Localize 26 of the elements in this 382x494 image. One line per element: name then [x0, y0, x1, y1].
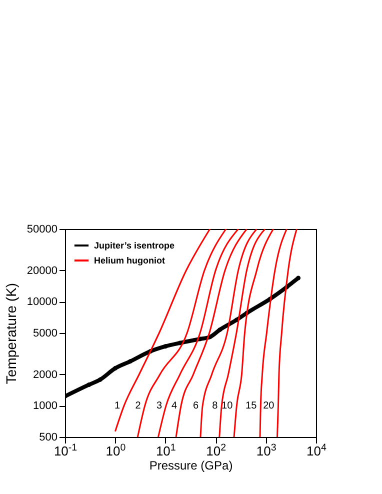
- y-tick-label: 50000: [26, 224, 58, 236]
- x-axis-title: Pressure (GPa): [149, 458, 233, 472]
- annotation: 10: [222, 400, 234, 412]
- annotation: 20: [263, 400, 275, 412]
- y-tick-label: 5000: [33, 328, 58, 340]
- legend-label: Helium hugoniot: [94, 256, 165, 266]
- x-tick-label: 10$^{2}$: [206, 442, 226, 458]
- y-tick-label: 2000: [33, 368, 58, 381]
- y-tick-label: 10000: [26, 296, 58, 308]
- x-tick-label: 10$^{-1}$: [54, 442, 78, 458]
- annotation: 3: [156, 400, 162, 412]
- annotation: 8: [212, 400, 218, 412]
- annotation: 1: [114, 400, 120, 412]
- y-tick-label: 20000: [26, 264, 58, 277]
- annotation: 6: [193, 400, 200, 412]
- annotation: 4: [171, 400, 178, 412]
- x-tick-label: 10$^{0}$: [106, 442, 126, 458]
- y-axis-title: Temperature (K): [2, 282, 19, 384]
- x-tick-label: 10$^{3}$: [256, 442, 276, 458]
- y-tick-label: 1000: [33, 400, 58, 412]
- annotation: 2: [135, 400, 142, 412]
- annotation: 15: [246, 400, 258, 412]
- y-tick-label: 500: [39, 432, 58, 444]
- x-tick-label: 10$^{4}$: [306, 442, 328, 458]
- legend-label: Jupiter’s isentrope: [94, 240, 175, 250]
- x-tick-label: 10$^{1}$: [156, 442, 176, 458]
